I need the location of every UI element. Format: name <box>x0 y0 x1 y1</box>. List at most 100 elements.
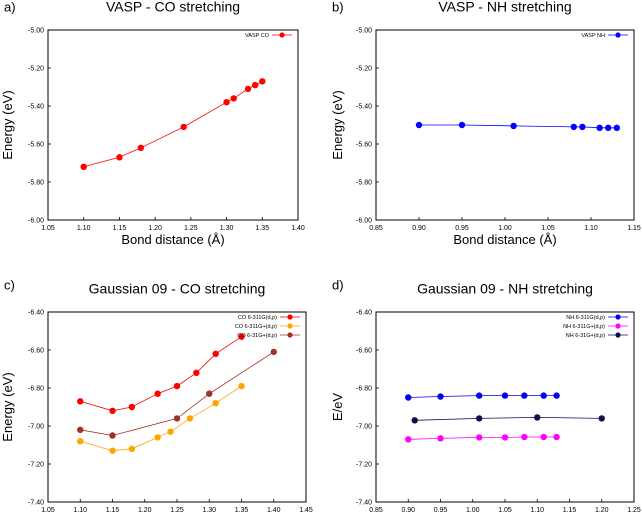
y-tick-label: -6.80 <box>356 386 372 393</box>
x-tick-label: 1.20 <box>148 225 162 232</box>
y-tick-label: -6.00 <box>28 218 44 225</box>
x-axis-label: Bond distance (Å) <box>453 232 556 247</box>
data-point <box>521 392 527 398</box>
legend-marker <box>287 323 292 328</box>
data-point <box>129 446 135 452</box>
legend-label: NH 6-311G(d,p) <box>566 315 605 321</box>
data-point <box>596 125 602 131</box>
data-point <box>187 415 193 421</box>
series-line <box>415 417 602 420</box>
data-point <box>437 435 443 441</box>
data-point <box>579 124 585 130</box>
x-tick-label: 1.35 <box>255 225 269 232</box>
y-tick-label: -6.00 <box>356 218 372 225</box>
legend-marker <box>279 32 284 37</box>
data-point <box>81 164 87 170</box>
data-point <box>502 392 508 398</box>
data-point <box>437 393 443 399</box>
legend-label: CO 6-311G(d,p) <box>238 315 277 321</box>
data-point <box>571 124 577 130</box>
data-point <box>116 154 122 160</box>
data-point <box>174 383 180 389</box>
data-point <box>476 434 482 440</box>
legend-marker <box>287 332 292 337</box>
data-point <box>77 398 83 404</box>
x-tick-label: 1.20 <box>595 507 609 514</box>
data-point <box>534 414 540 420</box>
y-tick-label: -5.60 <box>28 142 44 149</box>
data-point <box>412 417 418 423</box>
legend-label: NH 6-311G+(d,p) <box>563 324 605 330</box>
data-point <box>213 351 219 357</box>
series-line <box>80 386 241 451</box>
x-tick-label: 0.90 <box>412 225 426 232</box>
y-tick-label: -6.40 <box>28 310 44 317</box>
series-line <box>80 352 273 436</box>
y-tick-label: -5.00 <box>28 28 44 35</box>
y-axis-label: Energy (eV) <box>0 90 15 159</box>
chart-panel-b: b) VASP - NH stretching 0.85 0.90 0.95 1.00 1.… <box>330 0 641 247</box>
panel-label: a) <box>4 0 16 14</box>
x-tick-label: 1.15 <box>113 225 127 232</box>
panel-label: b) <box>332 0 344 14</box>
y-tick-label: -7.00 <box>356 424 372 431</box>
figure: a) VASP - CO stretching1.05 1.10 1.15 1.20 1.… <box>0 0 642 518</box>
data-point <box>167 429 173 435</box>
y-tick-label: -7.40 <box>356 500 372 507</box>
legend-marker <box>615 32 620 37</box>
data-point <box>245 86 251 92</box>
data-point <box>138 145 144 151</box>
data-point <box>223 99 229 105</box>
x-tick-label: 1.25 <box>170 507 184 514</box>
y-tick-label: -7.00 <box>28 424 44 431</box>
data-point <box>605 125 611 131</box>
data-point <box>77 438 83 444</box>
chart-panel-c: c) Gaussian 09 - CO stretching 1.05 1.10 1.1… <box>0 277 313 514</box>
data-point <box>476 392 482 398</box>
legend-label: CO 6-311G+(d,p) <box>235 324 277 330</box>
data-point <box>541 392 547 398</box>
legend-marker <box>615 323 620 328</box>
plot-frame <box>376 30 634 220</box>
legend-marker <box>615 314 620 319</box>
x-tick-label: 1.30 <box>220 225 234 232</box>
x-tick-label: 0.85 <box>369 507 383 514</box>
x-tick-label: 1.45 <box>299 507 313 514</box>
x-tick-label: 1.05 <box>541 225 555 232</box>
plot-frame <box>376 312 634 502</box>
data-point <box>541 434 547 440</box>
y-tick-label: -7.20 <box>356 462 372 469</box>
x-tick-label: 1.05 <box>41 507 55 514</box>
x-tick-label: 1.25 <box>184 225 198 232</box>
y-tick-label: -5.40 <box>28 104 44 111</box>
y-axis-label: Energy (eV) <box>0 372 15 441</box>
y-tick-label: -5.80 <box>28 180 44 187</box>
y-tick-label: -5.80 <box>356 180 372 187</box>
x-tick-label: 1.35 <box>235 507 249 514</box>
legend-marker <box>615 332 620 337</box>
data-point <box>459 122 465 128</box>
data-point <box>553 392 559 398</box>
legend-label: VASP CO <box>245 33 270 39</box>
data-point <box>174 415 180 421</box>
y-tick-label: -6.80 <box>28 386 44 393</box>
data-point <box>476 415 482 421</box>
data-point <box>238 383 244 389</box>
data-point <box>109 432 115 438</box>
y-tick-label: -6.60 <box>356 348 372 355</box>
data-point <box>502 434 508 440</box>
chart-panel-d: d) Gaussian 09 - NH stretching 0.85 0.90 0.9… <box>330 277 641 514</box>
x-tick-label: 0.95 <box>455 225 469 232</box>
x-tick-label: 0.95 <box>434 507 448 514</box>
chart-title: VASP - CO stretching <box>106 0 240 15</box>
data-point <box>77 427 83 433</box>
data-point <box>193 370 199 376</box>
series-line <box>408 396 556 398</box>
data-point <box>553 434 559 440</box>
data-point <box>213 400 219 406</box>
x-axis-label: Bond distance (Å) <box>121 232 224 247</box>
legend-label: NH 6-31G+(d,p) <box>566 333 605 339</box>
data-point <box>405 436 411 442</box>
data-point <box>599 415 605 421</box>
panel-label: c) <box>4 277 15 292</box>
